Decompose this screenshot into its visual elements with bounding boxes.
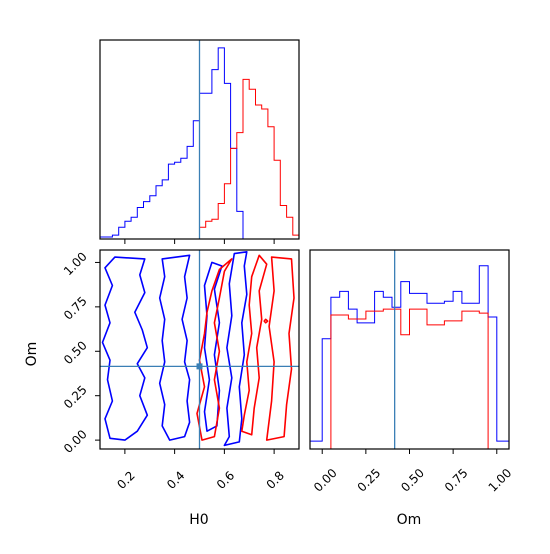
x-axis-label-h0: H0	[189, 512, 208, 528]
contour-series-0-level-3	[223, 251, 248, 447]
joint-frame	[99, 249, 300, 450]
contour-series-0-level-2	[203, 261, 223, 432]
om-histogram-series-1	[310, 308, 509, 450]
h0-histogram-panel	[99, 39, 300, 244]
contour-series-1-level-2	[265, 256, 295, 441]
contour-series-0-level-1	[158, 254, 191, 441]
contour-series-1-level-3	[263, 318, 269, 324]
om-histogram-series-0	[309, 265, 510, 449]
x-axis-label-om: Om	[397, 512, 422, 528]
contour-series-0-level-0	[101, 256, 149, 441]
contour-series-1-level-1	[241, 254, 268, 436]
h0-histogram-frame	[99, 39, 300, 240]
y-axis-label-om: Om	[24, 342, 40, 367]
joint-truth-marker	[196, 363, 203, 370]
